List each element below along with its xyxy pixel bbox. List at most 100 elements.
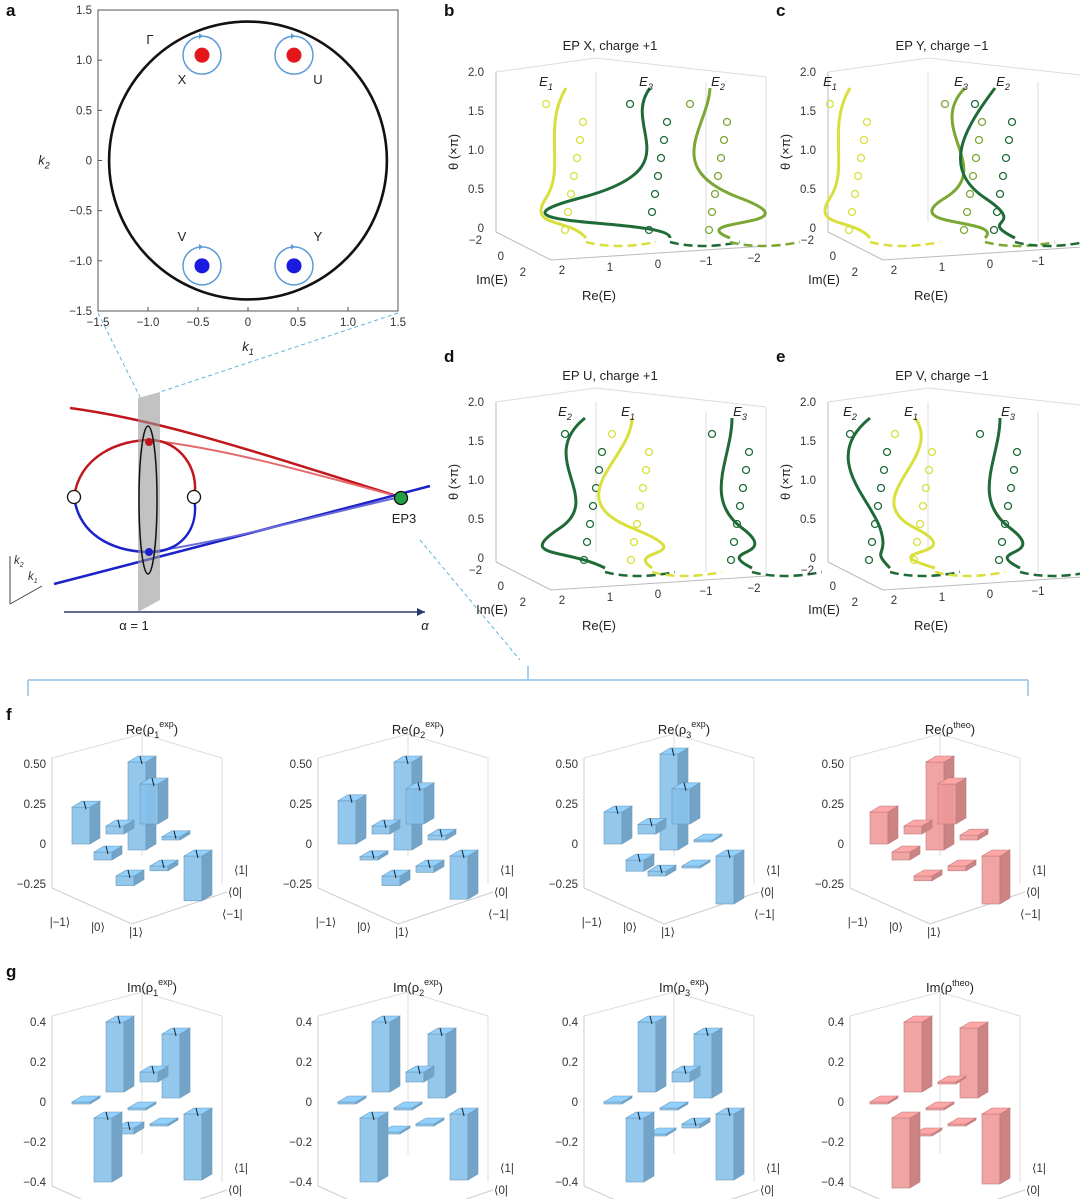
z-tick-label: 0.25: [24, 799, 46, 811]
close-paren: ): [706, 722, 710, 737]
bar-top: [370, 819, 402, 827]
re-tick-label: 0: [655, 259, 661, 271]
bar-front: [937, 783, 957, 825]
im-axis-label: Im(E): [808, 602, 840, 617]
bar-top: [980, 1107, 1012, 1115]
trajectory-E: [540, 416, 606, 570]
y-tick-label: −0.5: [69, 206, 92, 218]
z-tick-label: 0.50: [24, 759, 46, 771]
re-tick-label: 1: [607, 592, 613, 604]
error-bar: [195, 849, 199, 859]
im-tick-label: −2: [469, 235, 482, 247]
bar-front: [869, 811, 889, 845]
data-point: [650, 189, 660, 199]
z-axis-label: θ (×π): [778, 134, 793, 170]
data-point: [975, 429, 985, 439]
data-point: [862, 117, 872, 127]
data-point: [1004, 135, 1014, 145]
matrix-bar: [114, 869, 146, 887]
matrix-bar: [148, 859, 180, 872]
z-tick-label: 0: [838, 839, 844, 851]
z-tick-label: 0.25: [290, 799, 312, 811]
bar-top: [902, 1015, 934, 1023]
trajectory-projection: [869, 240, 941, 248]
re-axis: [882, 246, 1080, 261]
data-point: [585, 519, 595, 529]
floor-edge: [849, 1185, 1026, 1199]
data-point: [844, 225, 854, 235]
superscript: theo: [953, 720, 971, 730]
error-bar: [727, 1107, 731, 1117]
grid-line: [595, 387, 767, 408]
panel-label-d: d: [444, 347, 454, 366]
grid-line: [51, 733, 223, 759]
bar-front: [139, 1071, 159, 1083]
bar-front: [359, 856, 379, 861]
z-tick-label: 1.0: [800, 475, 816, 487]
z-tick-label: 1.0: [468, 145, 484, 157]
re-tick-label: 2: [891, 265, 897, 277]
error-bar: [371, 850, 375, 859]
z-tick-label: 0: [478, 223, 484, 235]
plane-ellipse: [138, 425, 158, 575]
ep2-point: [66, 489, 82, 505]
data-point: [1009, 465, 1019, 475]
matrix-bar: [160, 830, 192, 841]
im-tick-label: −2: [801, 565, 814, 577]
data-point: [629, 537, 639, 547]
trajectory-E: [958, 87, 1016, 240]
z-tick-label: 0.50: [556, 759, 578, 771]
re-tick-label: −1: [1031, 586, 1044, 598]
matrix-bar: [658, 1101, 690, 1111]
bar-side: [355, 794, 367, 845]
z-tick-label: −0.25: [283, 879, 312, 891]
data-point: [541, 99, 551, 109]
matrix-bar: [160, 1027, 192, 1099]
close-paren: ): [439, 980, 443, 995]
bar-top: [670, 782, 702, 790]
re-tick-label: 2: [891, 595, 897, 607]
x-tick-label: 0: [245, 317, 251, 329]
im-axis-label: Im(E): [808, 272, 840, 287]
error-bar: [659, 865, 663, 874]
data-point: [864, 555, 874, 565]
z-axis-label: θ (×π): [778, 464, 793, 500]
series-label-E1: E1: [539, 74, 553, 92]
subscript: 2: [719, 82, 725, 92]
z-tick-label: 0.5: [800, 514, 816, 526]
bar-front: [139, 783, 159, 825]
matrix-bar: [958, 1021, 990, 1099]
row-label: |1⟩: [395, 926, 409, 939]
z-tick-label: 0.4: [296, 1017, 313, 1029]
im-axis: [827, 561, 884, 591]
panel-label-c: c: [776, 1, 785, 20]
matrix-bar: [670, 782, 702, 825]
bar-top: [148, 859, 180, 867]
ep2-point: [186, 489, 202, 505]
matrix-bar: [370, 1015, 402, 1093]
y-tick-label: −1.5: [69, 306, 92, 318]
z-tick-label: 0.4: [828, 1017, 845, 1029]
matrix-bar: [358, 850, 390, 861]
data-point: [850, 189, 860, 199]
bar-top: [602, 805, 634, 813]
matrix-bar: [70, 1095, 102, 1105]
bar-front: [903, 825, 923, 835]
data-point: [825, 99, 835, 109]
k2-axis-label: k2: [14, 555, 24, 569]
bar-front: [93, 1117, 113, 1183]
series-label-E2: E2: [996, 74, 1010, 92]
y-tick-label: −1.0: [69, 256, 92, 268]
error-bar: [127, 1121, 131, 1131]
col-label: ⟨0|: [494, 1184, 508, 1197]
error-bar: [649, 818, 653, 827]
error-bar: [383, 819, 387, 829]
data-point: [579, 555, 589, 565]
plane-point-red: [145, 438, 153, 446]
matrix-bar: [868, 1095, 900, 1105]
bar-side: [689, 782, 701, 825]
bar-side: [111, 1111, 123, 1183]
matrix-bar: [692, 833, 724, 843]
matrix-bar: [890, 845, 922, 861]
bar-front: [359, 1117, 379, 1183]
